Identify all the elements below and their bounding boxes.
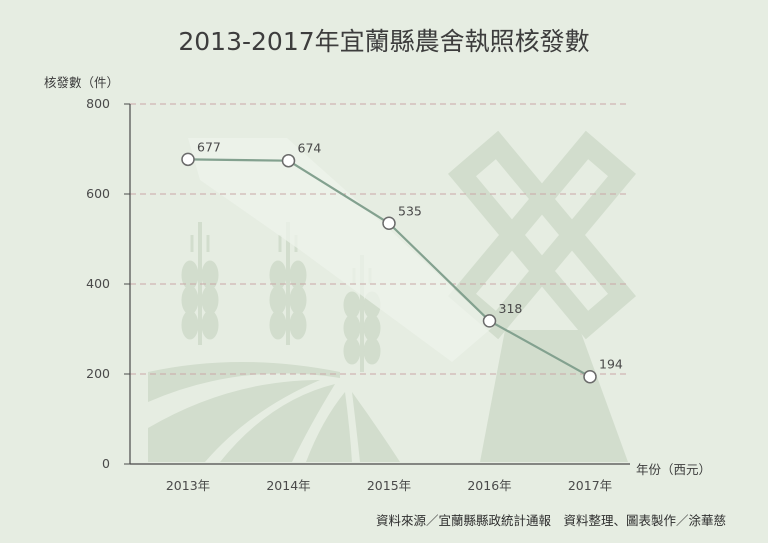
series-group: 677 674 535 318 194 [181,139,623,384]
chart-title: 2013-2017年宜蘭縣農舍執照核發數 [178,27,589,56]
x-axis-label: 年份（西元） [636,462,711,477]
windmill-icon [448,130,636,340]
data-label-2: 535 [398,203,422,218]
axes [124,103,630,465]
x-tick-label-4: 2017年 [568,478,612,493]
data-point-1 [281,153,296,168]
data-label-1: 674 [298,141,322,156]
data-point-2 [382,216,396,230]
x-tick-label-2: 2015年 [367,478,411,493]
wheat-icon [181,222,381,372]
y-tick-label-200: 200 [86,366,110,381]
data-label-4: 194 [599,357,623,372]
windmill-tower [480,330,628,462]
y-axis-label: 核發數（件） [44,75,119,90]
y-tick-label-0: 0 [102,456,110,471]
farm-decoration [148,130,636,462]
x-tick-label-3: 2016年 [467,478,511,493]
field-decoration [148,362,400,462]
data-point-3 [482,314,497,328]
x-tick-label-0: 2013年 [166,478,210,493]
y-tick-label-600: 600 [86,186,110,201]
data-point-4 [583,369,597,384]
x-tick-labels: 2013年 2014年 2015年 2016年 2017年 [166,478,612,493]
data-label-3: 318 [499,301,523,316]
y-tick-label-800: 800 [86,96,110,111]
line-shadow [188,138,494,362]
source-note: 資料來源／宜蘭縣縣政統計通報 資料整理、圖表製作／涂華慈 [376,513,726,528]
data-label-0: 677 [197,139,221,154]
y-tick-labels: 0 200 400 600 800 [86,96,110,471]
y-tick-label-400: 400 [86,276,110,291]
gridlines [130,103,630,375]
x-tick-label-1: 2014年 [266,478,310,493]
data-point-0 [181,152,195,167]
